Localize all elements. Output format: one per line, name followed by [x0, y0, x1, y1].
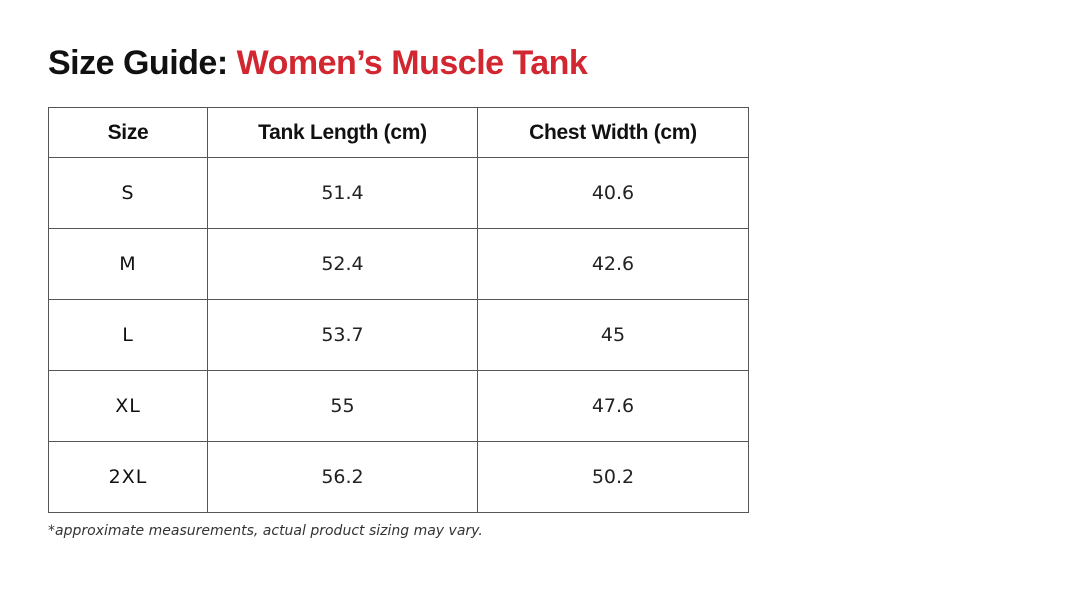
chest-width-cell: 47.6: [477, 370, 749, 442]
chest-width-cell: 50.2: [477, 441, 749, 513]
tank-length-cell: 55: [207, 370, 478, 442]
chest-width-cell: 45: [477, 299, 749, 371]
header-size: Size: [48, 107, 208, 158]
title-prefix: Size Guide:: [48, 44, 228, 82]
table-row: L 53.7 45: [48, 299, 749, 371]
size-cell: L: [48, 299, 208, 371]
header-tank-length: Tank Length (cm): [207, 107, 478, 158]
size-cell: M: [48, 228, 208, 300]
page-title: Size Guide: Women’s Muscle Tank: [48, 40, 588, 86]
table-row: 2XL 56.2 50.2: [48, 441, 749, 513]
tank-length-cell: 53.7: [207, 299, 478, 371]
header-chest-width: Chest Width (cm): [477, 107, 749, 158]
size-guide-table: Size Tank Length (cm) Chest Width (cm) S…: [48, 107, 749, 513]
size-cell: 2XL: [48, 441, 208, 513]
table-row: S 51.4 40.6: [48, 157, 749, 229]
tank-length-cell: 51.4: [207, 157, 478, 229]
chest-width-cell: 40.6: [477, 157, 749, 229]
table-header-row: Size Tank Length (cm) Chest Width (cm): [48, 107, 749, 158]
table-row: XL 55 47.6: [48, 370, 749, 442]
size-cell: XL: [48, 370, 208, 442]
footnote: *approximate measurements, actual produc…: [48, 523, 483, 539]
tank-length-cell: 52.4: [207, 228, 478, 300]
title-product-name: Women’s Muscle Tank: [236, 44, 588, 82]
size-cell: S: [48, 157, 208, 229]
chest-width-cell: 42.6: [477, 228, 749, 300]
tank-length-cell: 56.2: [207, 441, 478, 513]
table-row: M 52.4 42.6: [48, 228, 749, 300]
